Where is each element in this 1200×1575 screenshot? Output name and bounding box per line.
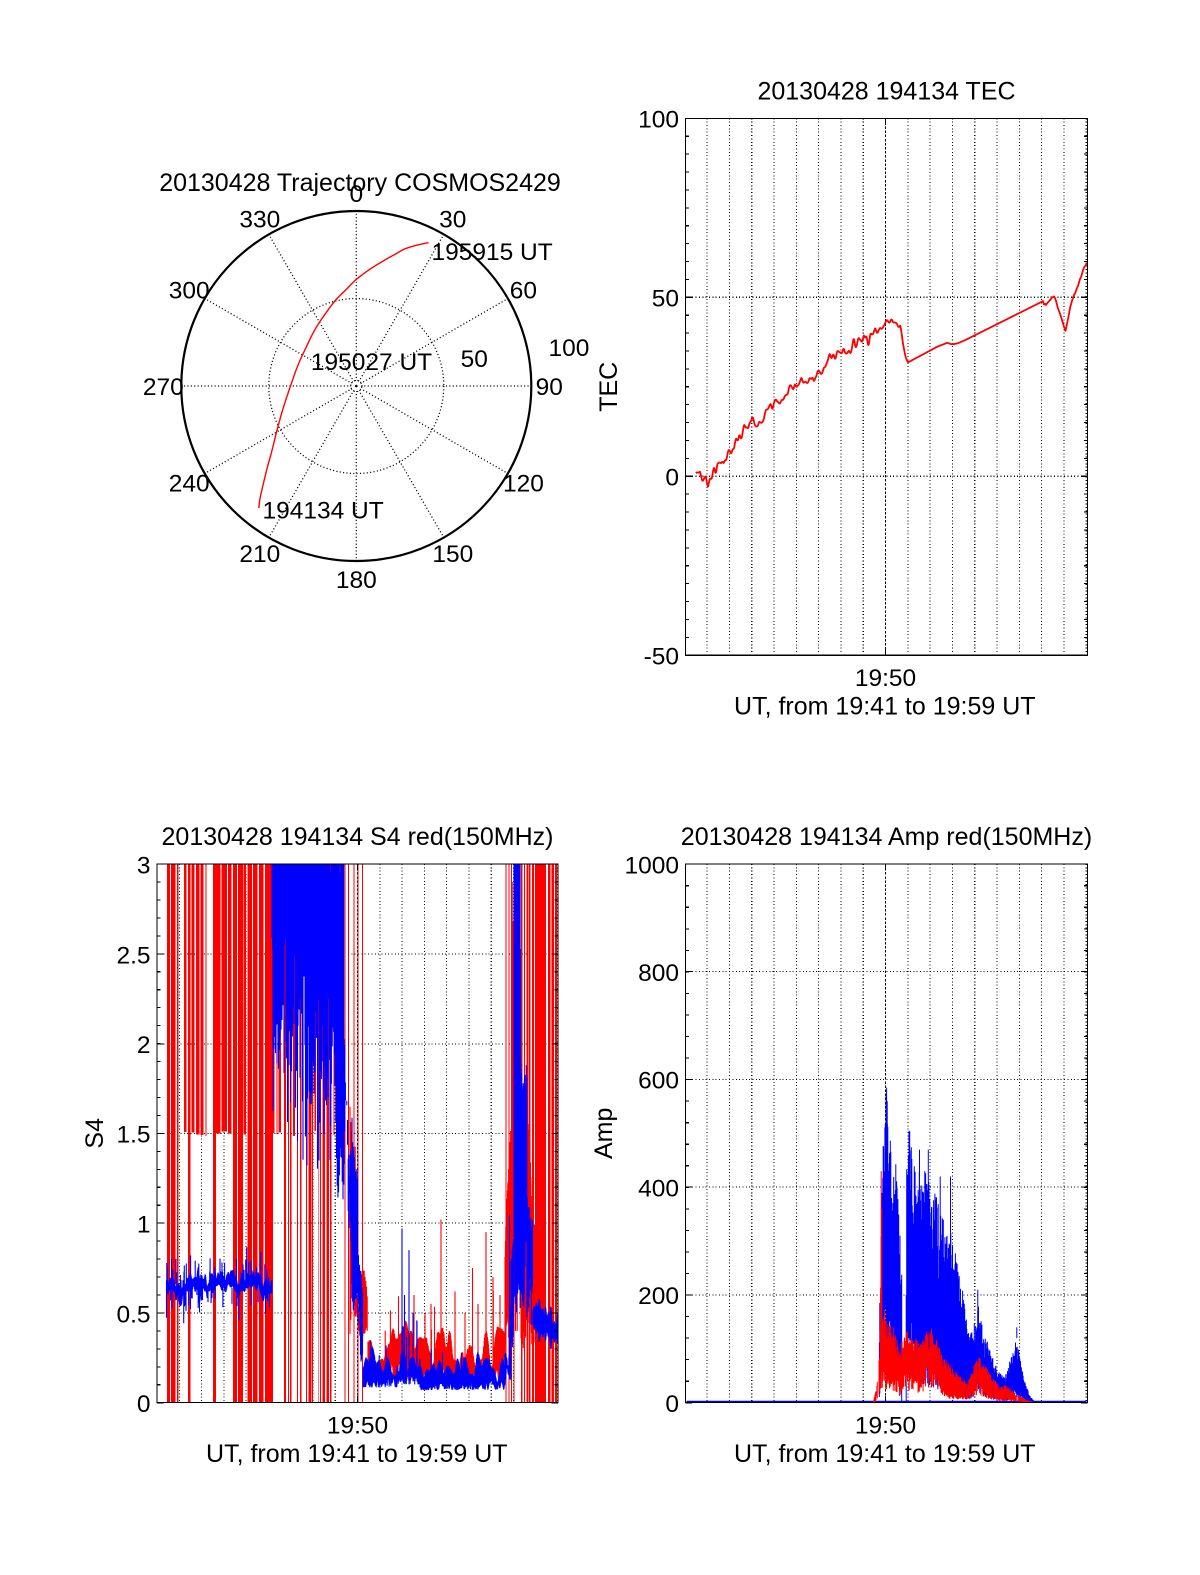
svg-text:210: 210 xyxy=(239,541,280,568)
svg-text:0: 0 xyxy=(665,1391,679,1418)
svg-text:30: 30 xyxy=(439,207,466,234)
svg-text:600: 600 xyxy=(638,1068,679,1095)
svg-text:Amp: Amp xyxy=(590,1108,618,1159)
svg-text:60: 60 xyxy=(510,277,537,304)
svg-text:200: 200 xyxy=(638,1283,679,1310)
svg-text:0: 0 xyxy=(137,1391,151,1418)
svg-text:240: 240 xyxy=(169,470,210,497)
svg-text:400: 400 xyxy=(638,1175,679,1202)
svg-text:20130428 194134 TEC: 20130428 194134 TEC xyxy=(757,77,1015,105)
svg-text:19:50: 19:50 xyxy=(855,665,916,692)
svg-text:195915 UT: 195915 UT xyxy=(432,239,553,266)
svg-text:50: 50 xyxy=(461,346,488,373)
svg-text:180: 180 xyxy=(336,567,377,594)
svg-text:1: 1 xyxy=(137,1211,151,1238)
svg-text:1000: 1000 xyxy=(624,852,679,879)
svg-text:0: 0 xyxy=(349,181,363,208)
svg-text:90: 90 xyxy=(536,374,563,401)
svg-text:20130428 Trajectory COSMOS2429: 20130428 Trajectory COSMOS2429 xyxy=(159,169,561,197)
svg-text:270: 270 xyxy=(143,374,184,401)
svg-text:50: 50 xyxy=(652,286,679,313)
svg-text:0.5: 0.5 xyxy=(116,1301,150,1328)
svg-text:800: 800 xyxy=(638,960,679,987)
svg-text:3: 3 xyxy=(137,852,151,879)
svg-text:1.5: 1.5 xyxy=(116,1122,150,1149)
svg-text:195027 UT: 195027 UT xyxy=(311,349,432,376)
svg-text:TEC: TEC xyxy=(595,362,623,412)
svg-text:UT, from 19:41 to 19:59 UT: UT, from 19:41 to 19:59 UT xyxy=(206,1440,508,1468)
svg-text:19:50: 19:50 xyxy=(327,1412,388,1439)
svg-text:19:50: 19:50 xyxy=(855,1412,916,1439)
svg-text:UT, from 19:41 to 19:59 UT: UT, from 19:41 to 19:59 UT xyxy=(734,1440,1036,1468)
svg-text:330: 330 xyxy=(239,207,280,234)
svg-text:2: 2 xyxy=(137,1032,151,1059)
svg-text:20130428 194134 S4 red(150MHz): 20130428 194134 S4 red(150MHz) xyxy=(162,823,554,851)
svg-text:-50: -50 xyxy=(644,644,679,671)
svg-text:2.5: 2.5 xyxy=(116,942,150,969)
svg-text:20130428 194134 Amp red(150MHz: 20130428 194134 Amp red(150MHz) xyxy=(681,823,1092,851)
svg-text:100: 100 xyxy=(549,335,590,362)
svg-text:120: 120 xyxy=(503,470,544,497)
svg-text:100: 100 xyxy=(638,107,679,134)
svg-text:UT, from 19:41 to 19:59 UT: UT, from 19:41 to 19:59 UT xyxy=(734,692,1036,720)
svg-text:0: 0 xyxy=(665,465,679,492)
svg-text:300: 300 xyxy=(169,277,210,304)
svg-text:194134 UT: 194134 UT xyxy=(263,498,384,525)
svg-text:S4: S4 xyxy=(81,1118,109,1149)
svg-text:150: 150 xyxy=(432,541,473,568)
